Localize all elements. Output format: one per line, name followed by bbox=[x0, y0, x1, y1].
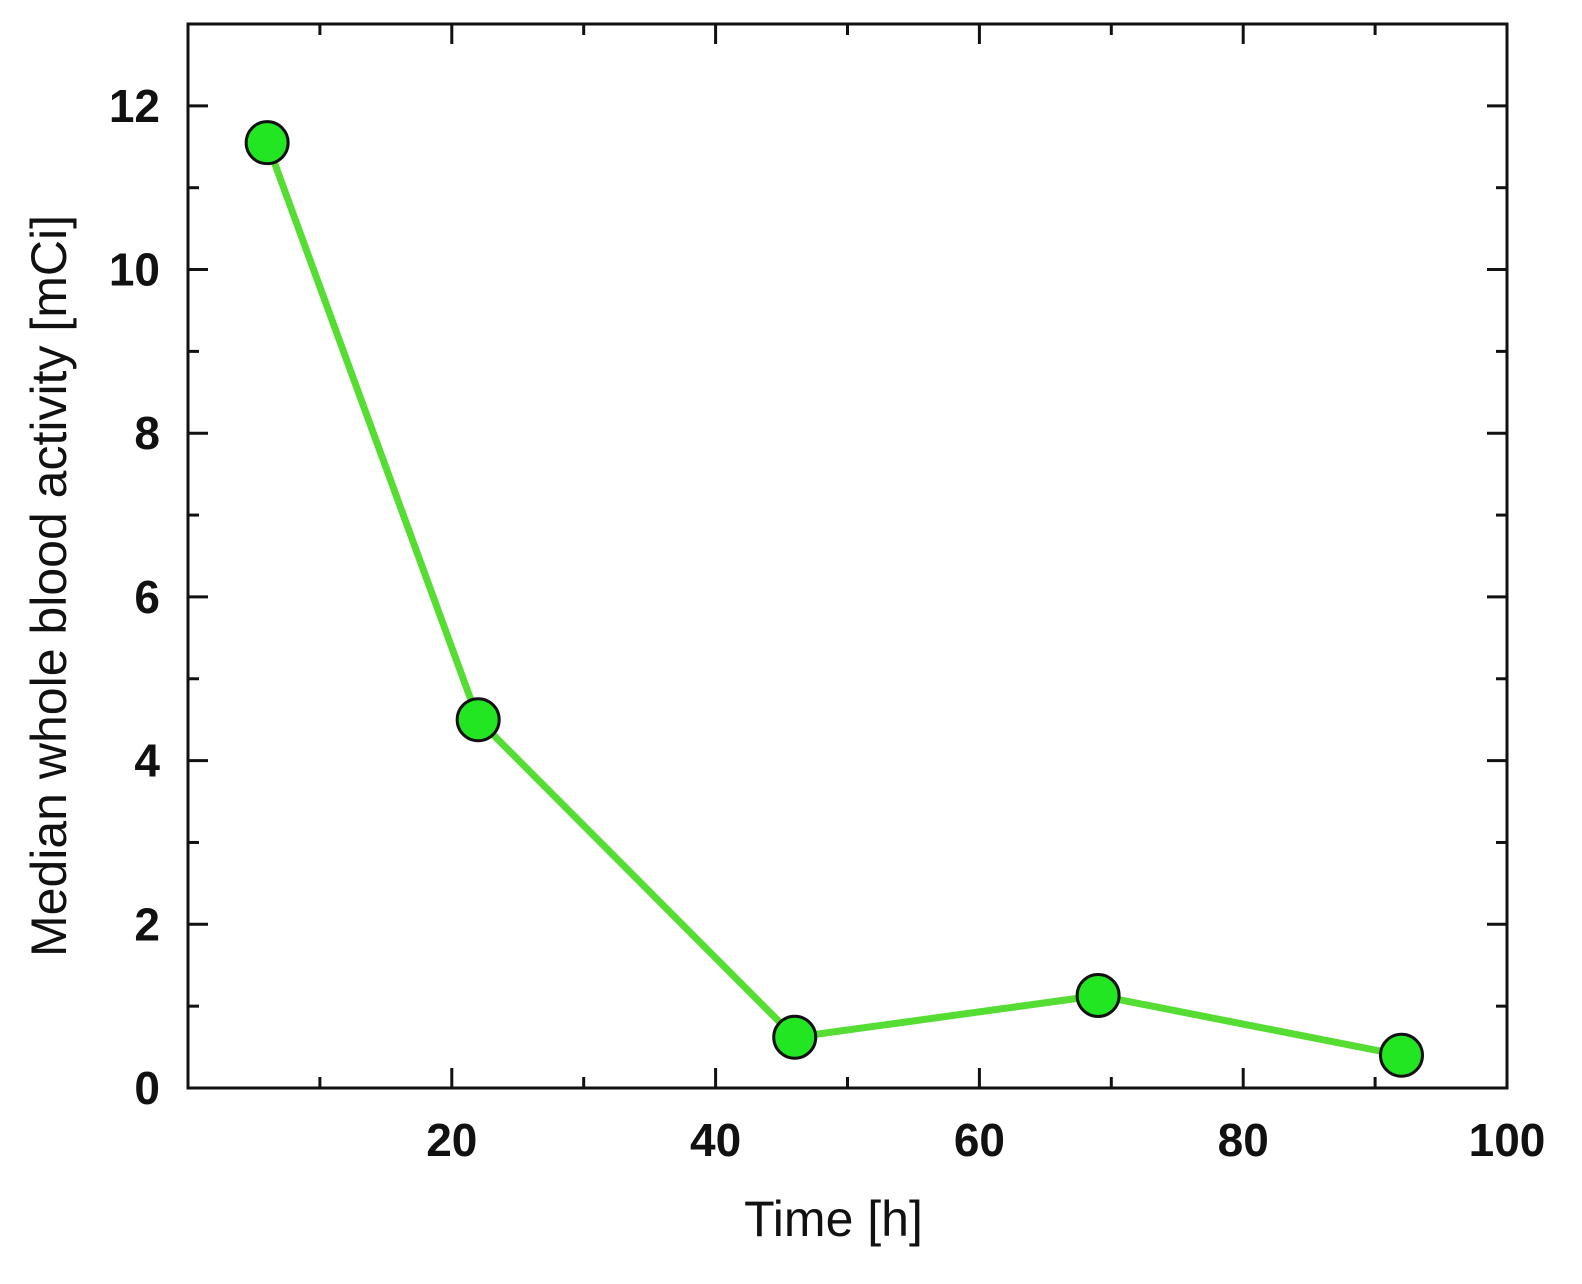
y-tick-label: 0 bbox=[134, 1062, 160, 1114]
y-tick-label: 8 bbox=[134, 407, 160, 459]
plot-frame bbox=[186, 22, 1509, 1090]
y-tick-label: 12 bbox=[109, 80, 160, 132]
x-tick-label: 40 bbox=[690, 1114, 741, 1166]
y-axis-title: Median whole blood activity [mCi] bbox=[21, 215, 77, 957]
axis-ticks bbox=[188, 24, 1509, 1090]
data-point bbox=[772, 1014, 818, 1060]
x-tick-labels: 20 40 60 80 100 bbox=[426, 1114, 1545, 1166]
y-tick-label: 10 bbox=[109, 244, 160, 296]
x-tick-label: 80 bbox=[1218, 1114, 1269, 1166]
series-line bbox=[263, 139, 1405, 1059]
x-axis-title: Time [h] bbox=[744, 1191, 923, 1247]
plot-border bbox=[186, 22, 1509, 1090]
x-tick-label: 60 bbox=[954, 1114, 1005, 1166]
data-point bbox=[1378, 1032, 1424, 1078]
series-layer bbox=[244, 120, 1424, 1078]
y-tick-label: 6 bbox=[134, 571, 160, 623]
data-point bbox=[455, 697, 501, 743]
x-tick-label: 20 bbox=[426, 1114, 477, 1166]
y-tick-label: 2 bbox=[134, 898, 160, 950]
data-point bbox=[244, 120, 290, 166]
y-tick-labels: 0 2 4 6 8 10 12 bbox=[109, 80, 161, 1114]
x-tick-label: 100 bbox=[1469, 1114, 1546, 1166]
data-point bbox=[1075, 973, 1121, 1019]
y-tick-label: 4 bbox=[134, 735, 160, 787]
